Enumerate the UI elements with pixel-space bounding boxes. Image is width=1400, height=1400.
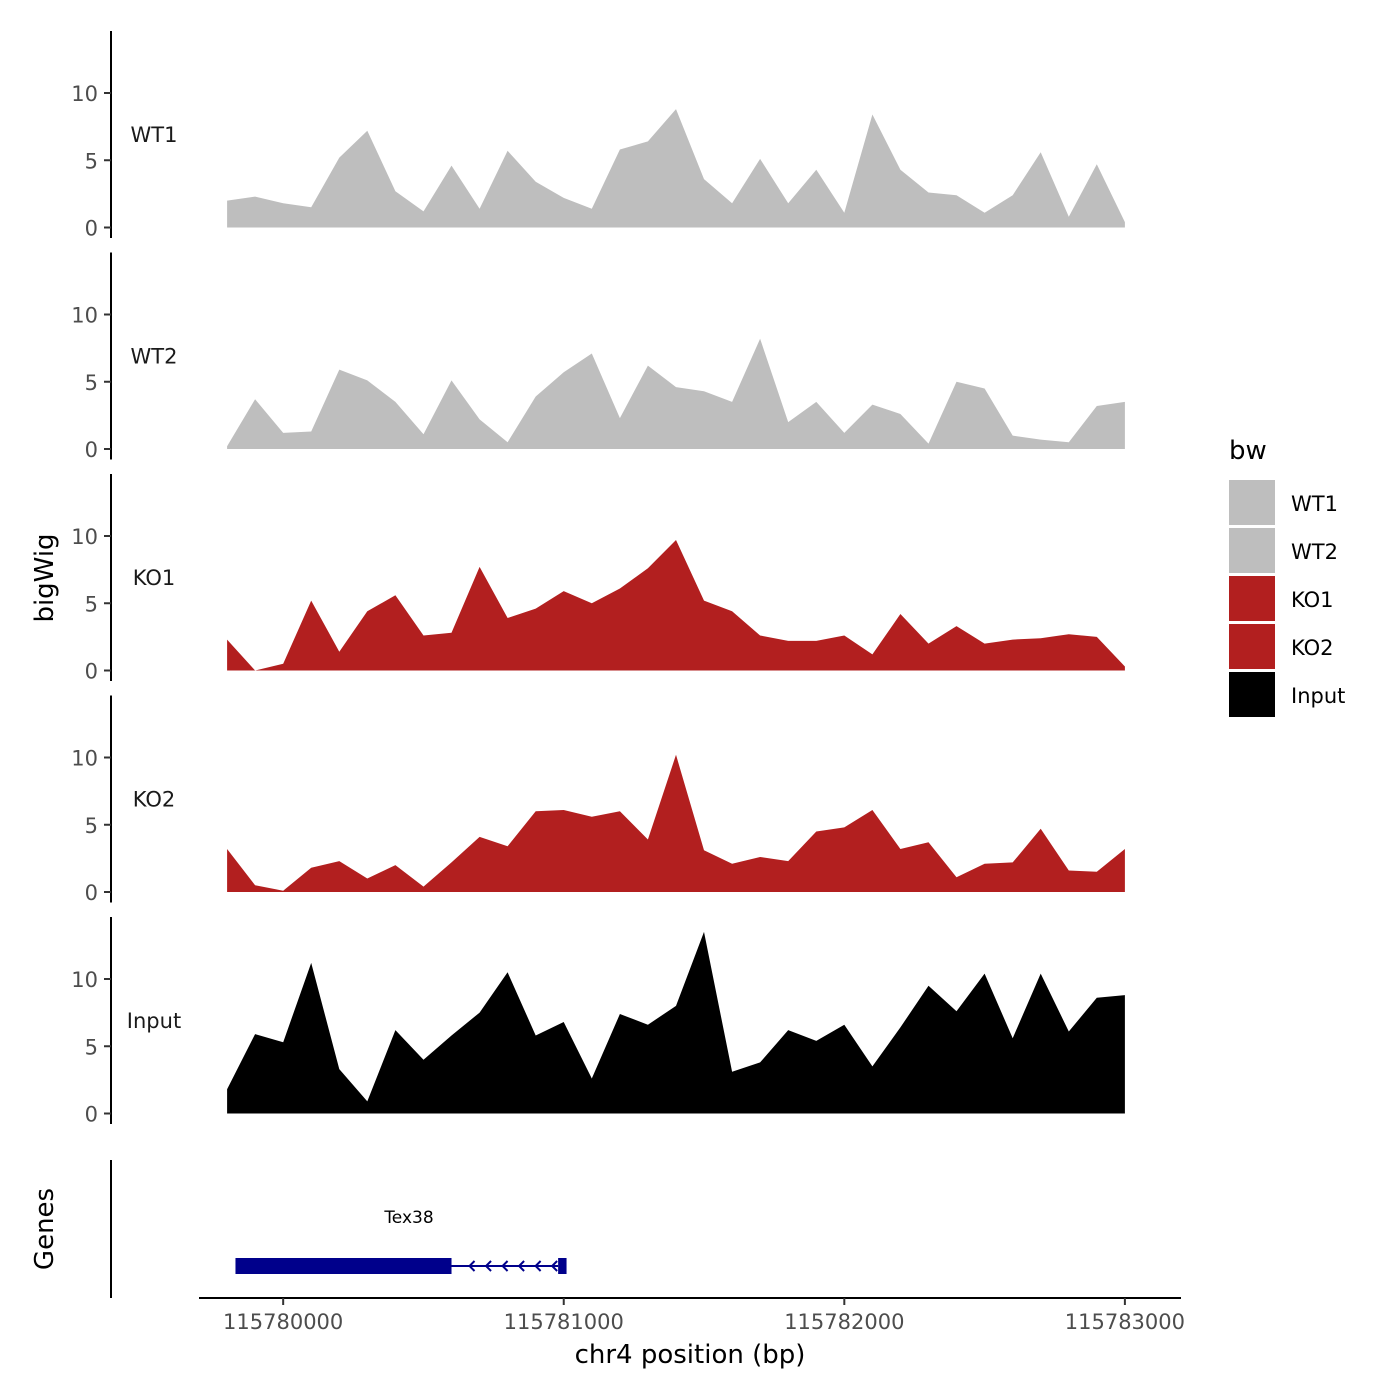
legend-label: Input [1291,684,1345,708]
gene-strand-arrow [517,1260,525,1272]
legend-items: WT1 WT2 KO1 KO2 Input [1229,480,1345,717]
track-wt2-area [227,338,1125,449]
track-ko1: 0 5 10 KO1 [71,474,1125,684]
gene-exon-block [235,1258,452,1274]
legend-label: WT2 [1291,540,1338,564]
track-input-label: Input [127,1009,181,1033]
gene-label: Tex38 [383,1208,433,1228]
gene-strand-arrow [534,1260,542,1272]
track-ko2-y-tick-label: 10 [71,747,98,771]
legend-swatch [1229,576,1275,621]
gene-tex38: Tex38 [235,1208,567,1274]
gene-strand-arrow [501,1260,509,1272]
track-wt2-y-tick-label: 10 [71,304,98,328]
legend-swatch [1229,672,1275,717]
x-tick-label: 115782000 [784,1310,904,1334]
track-wt2: 0 5 10 WT2 [71,252,1125,462]
track-wt1: 0 5 10 WT1 [71,31,1125,241]
gene-models: Tex38 [235,1208,567,1274]
track-wt1-label: WT1 [131,123,178,147]
legend-swatch [1229,624,1275,669]
track-input-y-tick-label: 10 [71,968,98,992]
legend-item-ko1: KO1 [1229,576,1334,621]
track-ko1-area [227,540,1125,671]
track-ko2-label: KO2 [133,788,176,812]
track-wt1-y-tick-label: 5 [85,149,98,173]
track-wt1-y-tick-label: 0 [85,217,98,241]
track-input-area [227,931,1125,1114]
track-ko1-y-tick-label: 10 [71,525,98,549]
track-ko1-label: KO1 [133,566,176,590]
track-ko2: 0 5 10 KO2 [71,695,1125,905]
legend-label: KO1 [1291,588,1334,612]
legend-item-wt2: WT2 [1229,528,1338,573]
x-axis-title: chr4 position (bp) [575,1340,806,1370]
track-ko2-y-tick-label: 0 [85,881,98,905]
x-axis-ticks: 115780000 115781000 115782000 115783000 [223,1298,1185,1334]
legend: bw WT1 WT2 KO1 KO2 Input [1229,436,1345,717]
x-tick-label: 115783000 [1065,1310,1185,1334]
track-panels: 0 5 10 WT1 0 5 10 WT2 0 5 10 KO1 0 5 10 KO2 0 5 10 Input [71,31,1125,1127]
track-wt1-area [227,109,1125,228]
legend-title: bw [1229,436,1267,466]
track-ko1-y-tick-label: 0 [85,660,98,684]
genes-panel: Tex38 [110,1160,567,1298]
legend-swatch [1229,480,1275,525]
track-wt2-y-tick-label: 0 [85,438,98,462]
gene-utr-block [558,1258,567,1274]
track-ko2-y-tick-label: 5 [85,814,98,838]
genes-axis-title: Genes [30,1188,60,1270]
legend-item-input: Input [1229,672,1345,717]
track-input-y-tick-label: 0 [85,1103,98,1127]
track-wt2-label: WT2 [131,345,178,369]
gene-strand-arrow [468,1260,476,1272]
x-tick-label: 115781000 [504,1310,624,1334]
track-ko2-area [227,754,1125,892]
legend-label: WT1 [1291,492,1338,516]
y-axis-title: bigWig [30,533,60,622]
track-ko1-y-tick-label: 5 [85,592,98,616]
legend-item-ko2: KO2 [1229,624,1334,669]
track-input-y-tick-label: 5 [85,1035,98,1059]
legend-item-wt1: WT1 [1229,480,1338,525]
legend-label: KO2 [1291,636,1334,660]
x-axis: 115780000 115781000 115782000 115783000 chr… [199,1297,1185,1370]
gene-strand-arrow [484,1260,492,1272]
gene-strand-arrow [550,1260,558,1272]
track-wt1-y-tick-label: 10 [71,82,98,106]
legend-swatch [1229,528,1275,573]
x-tick-label: 115780000 [223,1310,343,1334]
track-input: 0 5 10 Input [71,917,1125,1127]
track-wt2-y-tick-label: 5 [85,371,98,395]
